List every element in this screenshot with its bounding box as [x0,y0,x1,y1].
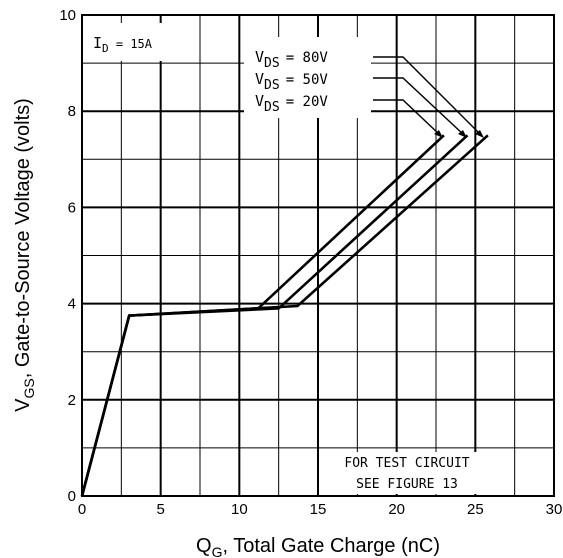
arrowhead-80v [475,130,484,138]
test-circuit-note-line2: SEE FIGURE 13 [356,477,458,492]
x-tick-label: 10 [231,501,248,518]
id-annotation: ID = 15A [86,23,198,61]
y-tick-label: 10 [59,7,76,24]
x-tick-label: 30 [546,501,563,518]
x-tick-label: 25 [467,501,484,518]
x-tick-label: 20 [388,501,405,518]
id-label: ID = 15A [93,34,153,55]
arrowhead-50v [458,130,467,138]
test-circuit-note-line1: FOR TEST CIRCUIT [344,456,469,471]
leader-20v [373,99,441,136]
y-tick-label: 6 [68,199,76,216]
y-tick-label: 0 [68,488,76,505]
y-tick-label: 8 [68,103,76,120]
arrowhead-20v [434,130,443,138]
x-axis-label: QG, Total Gate Charge (nC) [196,535,440,558]
x-tick-label: 0 [78,501,86,518]
y-axis-label: VGS, Gate-to-Source Voltage (volts) [12,98,37,412]
x-tick-label: 15 [310,501,327,518]
series-line-2 [80,134,445,497]
vds-legend: VDS = 80V VDS = 50V VDS = 20V [244,37,371,118]
legend-leaders [373,56,484,138]
y-tick-label: 4 [68,296,76,313]
y-tick-label: 2 [68,392,76,409]
id-annotation-box [86,23,198,61]
test-circuit-note-box [335,452,480,494]
tick-labels: 0 5 10 15 20 25 30 0 2 4 6 8 10 [59,7,562,518]
vds-legend-box [244,37,371,118]
leader-50v [373,77,465,136]
x-tick-label: 5 [156,501,164,518]
legend-entry-80v: VDS = 80V [255,48,328,71]
plot-frame [81,14,555,497]
series-lines [80,134,489,497]
legend-entry-50v: VDS = 50V [255,70,328,93]
leader-80v [373,56,482,136]
legend-entry-20v: VDS = 20V [255,92,328,115]
test-circuit-note: FOR TEST CIRCUIT SEE FIGURE 13 [335,452,480,494]
